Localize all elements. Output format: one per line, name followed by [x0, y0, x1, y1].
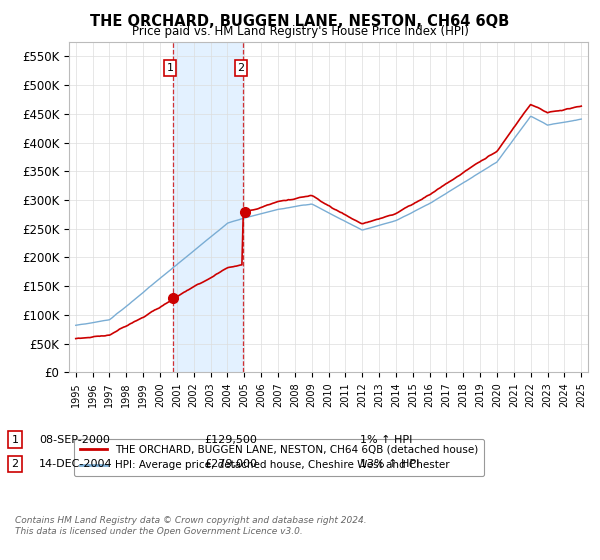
- Text: 1: 1: [11, 435, 19, 445]
- Text: Price paid vs. HM Land Registry's House Price Index (HPI): Price paid vs. HM Land Registry's House …: [131, 25, 469, 38]
- Text: 2: 2: [11, 459, 19, 469]
- Bar: [173, 42, 244, 372]
- Text: THE ORCHARD, BUGGEN LANE, NESTON, CH64 6QB: THE ORCHARD, BUGGEN LANE, NESTON, CH64 6…: [91, 14, 509, 29]
- Text: 1: 1: [167, 63, 173, 73]
- Text: 13% ↑ HPI: 13% ↑ HPI: [360, 459, 419, 469]
- Text: 08-SEP-2000: 08-SEP-2000: [39, 435, 110, 445]
- Text: Contains HM Land Registry data © Crown copyright and database right 2024.
This d: Contains HM Land Registry data © Crown c…: [15, 516, 367, 536]
- Text: 2: 2: [238, 63, 244, 73]
- Legend: THE ORCHARD, BUGGEN LANE, NESTON, CH64 6QB (detached house), HPI: Average price,: THE ORCHARD, BUGGEN LANE, NESTON, CH64 6…: [74, 438, 484, 477]
- Text: 14-DEC-2004: 14-DEC-2004: [39, 459, 113, 469]
- Text: 1% ↑ HPI: 1% ↑ HPI: [360, 435, 412, 445]
- Text: £279,000: £279,000: [204, 459, 257, 469]
- Text: £129,500: £129,500: [204, 435, 257, 445]
